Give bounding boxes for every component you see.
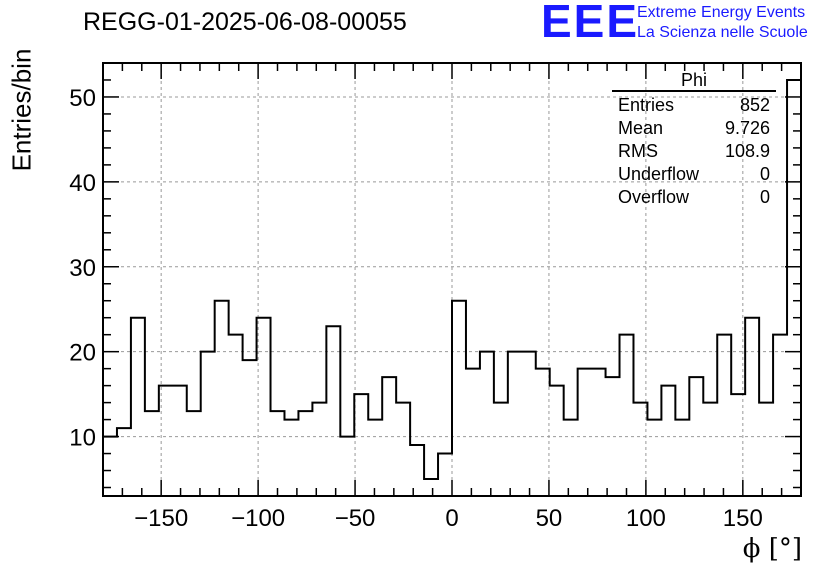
run-title: REGG-01-2025-06-08-00055: [83, 8, 407, 36]
stats-value: 852: [739, 95, 770, 115]
x-tick-label: −50: [335, 505, 376, 532]
stats-row: Entries 852: [612, 94, 776, 117]
x-tick-label: 50: [536, 505, 563, 532]
y-axis-label: Entries/bin: [6, 48, 37, 172]
stats-value: 0: [759, 164, 770, 184]
logo-line-2: La Scienza nelle Scuole: [637, 24, 808, 41]
stats-title: Phi: [612, 70, 776, 92]
stats-row: RMS 108.9: [612, 140, 776, 163]
stats-label: Mean: [618, 118, 664, 138]
x-tick-label: 0: [445, 505, 458, 532]
histogram-line: [103, 78, 802, 496]
y-tick-label: 20: [69, 340, 96, 367]
stats-value: 0: [759, 187, 770, 207]
stats-label: Entries: [618, 95, 675, 115]
stats-box: Phi Entries 852 Mean 9.726 RMS 108.9 Underf…: [612, 70, 776, 209]
y-tick-label: 10: [69, 425, 96, 452]
eee-logo: EEE: [541, 0, 640, 47]
stats-value: 9.726: [724, 118, 770, 138]
logo-line-1: Extreme Energy Events: [637, 4, 806, 21]
stats-row: Mean 9.726: [612, 117, 776, 140]
x-axis-label: ϕ [°]: [742, 534, 802, 564]
x-tick-label: 100: [626, 505, 666, 532]
stats-label: Underflow: [618, 164, 700, 184]
x-tick-label: −100: [231, 505, 285, 532]
y-tick-label: 40: [69, 170, 96, 197]
y-tick-label: 30: [69, 255, 96, 282]
stats-row: Overflow 0: [612, 186, 776, 209]
stats-label: RMS: [618, 141, 658, 161]
y-tick-label: 50: [69, 85, 96, 112]
x-tick-label: 150: [723, 505, 763, 532]
stats-row: Underflow 0: [612, 163, 776, 186]
x-tick-label: −150: [134, 505, 188, 532]
stats-label: Overflow: [618, 187, 690, 207]
stats-value: 108.9: [724, 141, 770, 161]
